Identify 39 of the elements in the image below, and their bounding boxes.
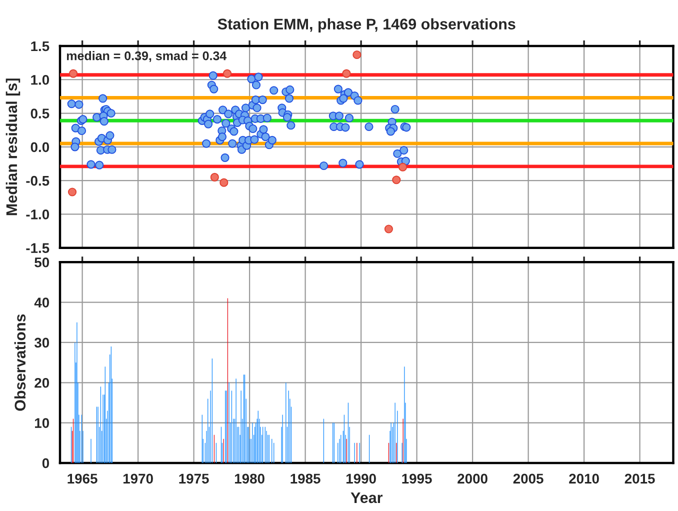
y-tick-label: 0.5 [30,108,50,118]
y-tick-label: 1.0 [31,74,50,85]
y-tick-label: 1.5 [31,41,50,52]
y-tick-label: 0.0 [30,142,50,152]
point [210,172,219,182]
point [222,69,232,78]
x-tick-label: 1965 [68,474,98,484]
y-tick-label: 40 [34,298,50,308]
annotation: median = 0.39, smad = 0.34 [66,51,227,62]
x-axis-title: Year [350,492,383,504]
y-tick-label: 20 [34,378,50,388]
x-tick-label: 2000 [458,474,488,484]
point [220,178,228,187]
point [384,224,393,234]
x-tick-label: 2015 [624,474,655,484]
y-axis-title: Observations [14,314,26,411]
x-tick-label: 1975 [179,474,209,484]
y-tick-label: -0.5 [26,176,50,186]
point [342,69,351,78]
x-tick-label: 1970 [123,474,153,484]
y-tick-label: 0 [42,458,50,468]
x-tick-label: 1985 [290,474,320,484]
point [352,50,362,60]
x-tick-label: 1990 [346,474,376,484]
x-tick-label: 2010 [569,474,599,484]
y-tick-label: -1.5 [26,243,50,254]
y-tick-label: 50 [34,257,50,268]
y-axis-title: Median residual [s] [6,78,20,216]
point [68,188,77,196]
y-tick-label: -1.0 [26,210,50,220]
chart-title: Station EMM, phase P, 1469 observations [218,18,516,32]
point [392,176,401,184]
x-tick-label: 2005 [513,474,544,484]
y-tick-label: 10 [35,418,50,428]
point [68,69,78,78]
y-tick-label: 30 [34,338,50,348]
x-tick-label: 1995 [402,474,432,484]
x-tick-label: 1980 [234,474,264,484]
point [398,162,408,172]
